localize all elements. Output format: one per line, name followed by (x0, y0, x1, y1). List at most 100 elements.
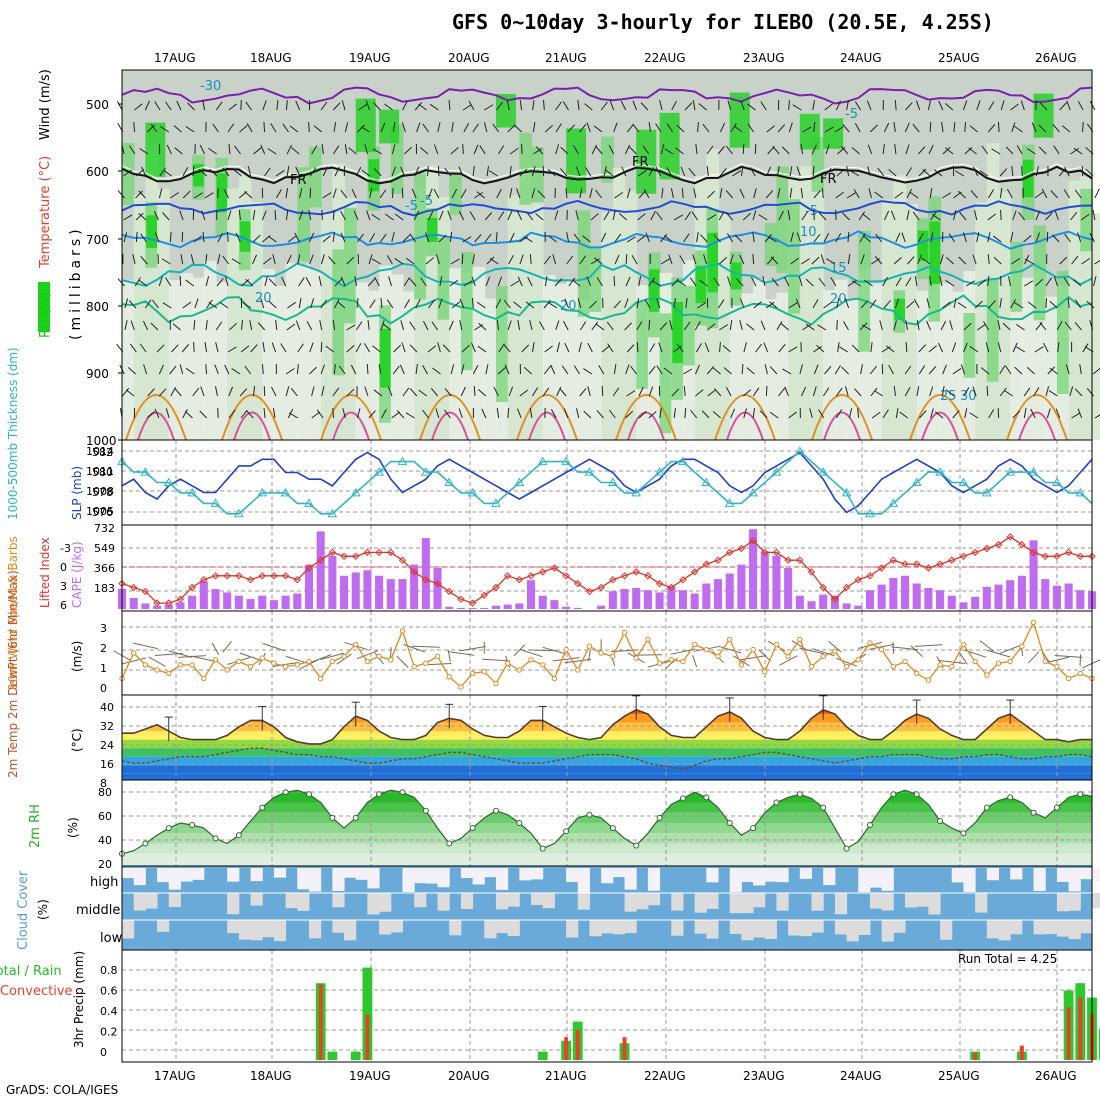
wind-barb (154, 232, 160, 243)
cloud-gap (612, 920, 626, 935)
wind10-point (820, 653, 826, 660)
wind-barb (624, 322, 632, 331)
wind-barb (429, 103, 439, 111)
wind-barb (552, 254, 557, 265)
wind-barb (637, 170, 647, 177)
wind-barb (519, 236, 529, 243)
wind-barb (913, 298, 920, 309)
wind-barb (743, 342, 747, 353)
rh2m-point (820, 804, 827, 811)
cloud-gap (227, 893, 240, 915)
rh-shade-column (308, 269, 322, 440)
wind-barb (767, 146, 775, 155)
cloud-gap (916, 893, 929, 907)
wind-barb (618, 212, 628, 221)
date-label-bottom: 17AUG (154, 1069, 196, 1083)
wind-barb (227, 346, 237, 353)
wind-barb (938, 100, 944, 111)
wind-barb (413, 210, 420, 221)
wind-barb (369, 233, 376, 243)
rh-shade-column (484, 298, 497, 440)
wind-barb (333, 122, 337, 133)
temp2m-unit: (°C) (70, 728, 84, 752)
wind-barb (1070, 211, 1078, 221)
wind-barb (550, 408, 557, 419)
wind-barb (1082, 121, 1084, 133)
wind-barb (123, 214, 133, 221)
rh-shade-column (753, 278, 766, 440)
wind-barb (906, 301, 915, 309)
wind-barb (1053, 276, 1059, 287)
cloud-gap (1080, 920, 1093, 934)
lifted-index-point (690, 568, 699, 576)
lifted-tick: 3 (60, 580, 67, 593)
wind-barb (626, 344, 635, 353)
wind-barb (922, 169, 931, 177)
wind-barb (517, 408, 522, 419)
wind-barb (695, 144, 698, 155)
wind-barb (428, 210, 434, 221)
wind-barb (606, 321, 614, 331)
wind-barb (798, 276, 803, 287)
cape-bar (772, 555, 781, 609)
wind-barb (263, 407, 266, 419)
wind10-tick: 3 (100, 622, 107, 635)
lifted-index-point (761, 548, 769, 557)
wind-barb (140, 256, 148, 265)
chart-title: GFS 0~10day 3-hourly for ILEBO (20.5E, 4… (452, 10, 994, 34)
wind-barb (722, 345, 731, 353)
cloud-gap (706, 920, 719, 939)
wind-barb (384, 103, 393, 111)
cloud-gap (157, 920, 170, 932)
cloud-gap (145, 893, 158, 909)
wind-barb (659, 100, 663, 111)
wind10-barb (320, 652, 345, 660)
rh-shade-column (367, 290, 381, 440)
wind-barb (481, 408, 487, 419)
cape-bar (947, 595, 956, 609)
wind-barb (209, 168, 218, 177)
wind-barb (684, 211, 692, 221)
wind10-point (633, 655, 639, 661)
wind-barb (613, 275, 616, 287)
cloud-gap (940, 920, 953, 940)
wind-barb (851, 147, 860, 155)
wind-barb (742, 212, 751, 221)
wind-barb (509, 188, 513, 199)
cape-tick: 366 (94, 562, 115, 575)
wind-barb (795, 298, 801, 309)
wind-barb (519, 254, 524, 265)
thickness-point (794, 446, 805, 455)
wind-barb (141, 166, 147, 177)
temp2m-tick: 24 (100, 739, 114, 752)
rh2m-band (122, 792, 1092, 803)
rh-shade-column (472, 266, 486, 440)
cloud-gap (776, 893, 789, 911)
wind-barb (368, 254, 373, 265)
cape-bar (550, 600, 559, 609)
lifted-index-point (503, 572, 512, 580)
wind10-point (411, 663, 417, 670)
wind-barb (867, 166, 871, 177)
wind10-line (121, 620, 1093, 688)
rh2m-point (866, 822, 873, 829)
wind-barb (802, 323, 812, 331)
wind-barb (765, 190, 774, 199)
rh2m-point (352, 814, 359, 821)
wind-barb (399, 364, 405, 375)
wind-barb (298, 210, 304, 221)
wind-barb (1039, 321, 1047, 331)
wind-barb (162, 302, 172, 309)
wind-barb (868, 188, 872, 199)
cloud-gap (566, 868, 579, 883)
wind-barb (217, 187, 219, 199)
wind-barb (489, 257, 499, 265)
wind-barb (958, 256, 967, 265)
cape-bar (246, 599, 255, 609)
temp-contour-minus5 (121, 199, 1093, 217)
wind-barb (778, 344, 786, 353)
wind-barb (371, 258, 381, 265)
rh-green-patch (764, 222, 778, 267)
wind-barb (746, 367, 755, 375)
cloud-gap (308, 920, 322, 939)
